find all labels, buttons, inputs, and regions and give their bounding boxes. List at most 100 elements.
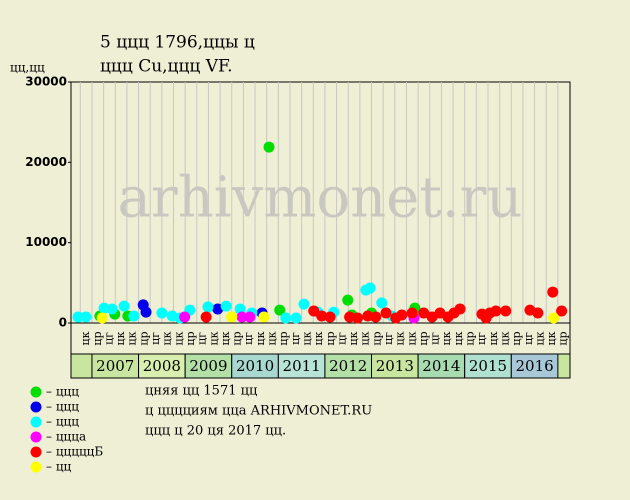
month-label: цк — [347, 331, 360, 345]
year-cell — [371, 353, 419, 379]
year-label: 2011 — [283, 357, 321, 375]
data-point — [226, 311, 238, 323]
legend-label: – цц — [46, 460, 72, 474]
month-label: цг — [196, 332, 209, 345]
y-tick-label: 0 — [59, 316, 67, 330]
month-label: цг — [335, 332, 348, 345]
legend-marker — [30, 461, 42, 473]
data-point — [106, 303, 118, 315]
note: цняя цц 1571 цц — [145, 384, 257, 399]
legend-label: – ццц — [46, 415, 79, 429]
legend-label: – ццц — [46, 400, 79, 414]
month-label: цр — [231, 331, 244, 345]
y-axis-label: цц,цц — [10, 61, 45, 75]
year-label: 2010 — [236, 357, 274, 375]
year-cell — [231, 353, 279, 379]
month-label: цк — [487, 331, 500, 345]
data-point — [364, 282, 376, 294]
month-label: цг — [102, 332, 115, 345]
year-label: 2009 — [189, 357, 227, 375]
month-row — [70, 322, 571, 355]
data-point — [454, 303, 466, 315]
data-point — [290, 312, 302, 324]
month-label: цк — [114, 331, 127, 345]
data-point — [96, 312, 108, 324]
data-point — [80, 311, 92, 323]
month-label: цк — [161, 331, 174, 345]
month-label: цг — [429, 332, 442, 345]
month-label: цг — [289, 332, 302, 345]
data-point — [128, 310, 140, 322]
data-point — [548, 312, 560, 324]
year-label: 2012 — [329, 357, 367, 375]
month-label: цк — [405, 331, 418, 345]
note: ццц ц 20 ця 2017 цц. — [145, 424, 286, 439]
legend-label: – ццца — [46, 430, 86, 444]
year-label: 2015 — [469, 357, 507, 375]
month-label: цк — [498, 331, 511, 345]
data-point — [418, 307, 430, 319]
note: ц цццциям цца ARHIVMONET.RU — [145, 404, 372, 419]
month-label: цр — [137, 331, 150, 345]
data-point — [396, 309, 408, 321]
y-tick-label: 30000 — [25, 75, 67, 89]
month-label: цк — [394, 331, 407, 345]
month-label: цк — [172, 331, 185, 345]
data-point — [98, 302, 110, 314]
data-point — [352, 312, 364, 324]
month-label: цк — [219, 331, 232, 345]
data-point — [274, 304, 286, 316]
month-label: цк — [312, 331, 325, 345]
legend-label: – цццццБ — [46, 445, 103, 459]
month-label: цк — [79, 331, 92, 345]
month-label: цк — [266, 331, 279, 345]
month-label: цг — [475, 332, 488, 345]
year-cell — [91, 353, 140, 379]
month-label: цк — [440, 331, 453, 345]
chart-subtitle: ццц Cu,ццц VF. — [100, 57, 233, 77]
month-label: цг — [149, 332, 162, 345]
year-label: 2008 — [143, 357, 181, 375]
data-point — [308, 305, 320, 317]
data-point — [342, 294, 354, 306]
month-label: цг — [382, 332, 395, 345]
month-label: цр — [557, 331, 570, 345]
data-point — [118, 300, 130, 312]
data-point — [298, 298, 310, 310]
month-label: цр — [324, 331, 337, 345]
month-label: цр — [91, 331, 104, 345]
month-label: цр — [510, 331, 523, 345]
legend-label: – ццц — [46, 385, 79, 399]
data-point — [490, 305, 502, 317]
data-point — [212, 303, 224, 315]
y-tick-label: 10000 — [25, 235, 67, 249]
legend-marker — [30, 401, 42, 413]
year-label: 2007 — [96, 357, 134, 375]
data-point — [324, 311, 336, 323]
data-point — [258, 311, 270, 323]
month-label: цр — [184, 331, 197, 345]
year-label: 2013 — [376, 357, 414, 375]
year-label: 2016 — [515, 357, 553, 375]
data-point — [72, 311, 84, 323]
month-label: цк — [254, 331, 267, 345]
month-label: цк — [545, 331, 558, 345]
data-point — [156, 307, 168, 319]
data-point — [500, 305, 512, 317]
data-point — [220, 300, 232, 312]
legend-marker — [30, 446, 42, 458]
year-cell — [417, 353, 466, 379]
data-point — [200, 311, 212, 323]
data-point — [244, 311, 256, 323]
data-point — [370, 311, 382, 323]
legend-marker — [30, 416, 42, 428]
data-point — [547, 286, 559, 298]
plot-frame — [70, 81, 571, 324]
data-point — [140, 306, 152, 318]
data-point — [280, 312, 292, 324]
month-label: цк — [452, 331, 465, 345]
month-label: цр — [417, 331, 430, 345]
data-point — [556, 305, 568, 317]
